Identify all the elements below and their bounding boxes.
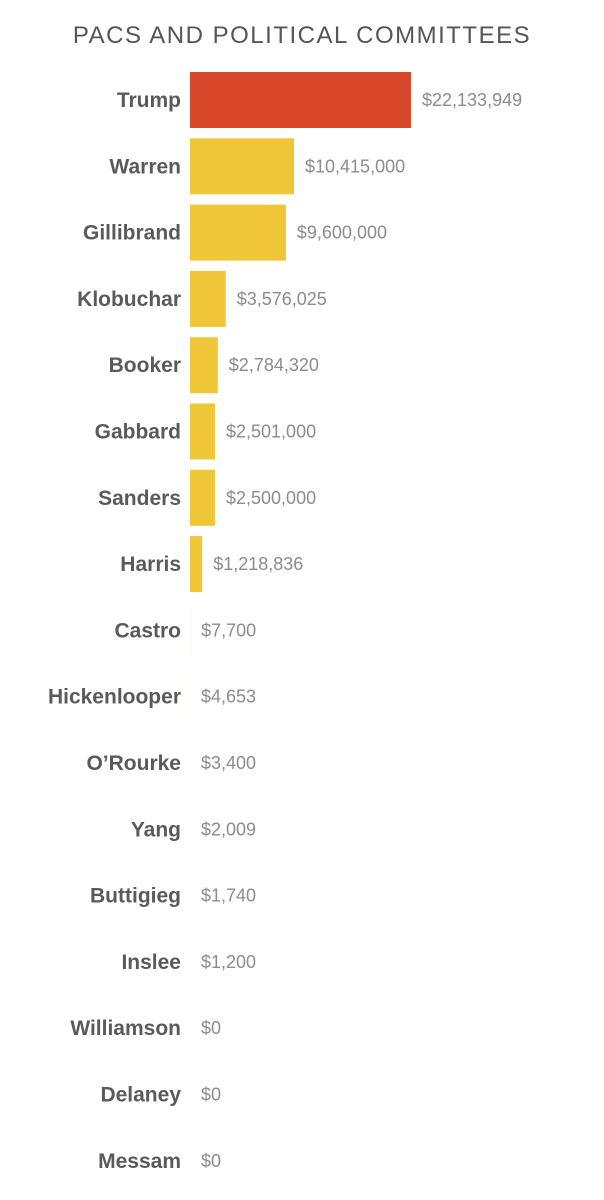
value-label-klobuchar: $3,576,025: [237, 289, 327, 309]
value-label-williamson: $0: [201, 1018, 221, 1038]
category-labels: Trump Warren Gillibrand Klobuchar Booker Gabb…: [48, 89, 181, 1173]
value-labels: $22,133,949 $10,415,000 $9,600,000 $3,576,0…: [201, 90, 522, 1171]
category-label-yang: Yang: [131, 818, 181, 841]
value-label-delaney: $0: [201, 1085, 221, 1105]
value-label-o-rourke: $3,400: [201, 753, 256, 773]
value-label-harris: $1,218,836: [213, 554, 303, 574]
category-label-gabbard: Gabbard: [95, 421, 181, 444]
category-label-harris: Harris: [120, 553, 181, 576]
category-label-booker: Booker: [109, 354, 181, 377]
value-label-gillibrand: $9,600,000: [297, 223, 387, 243]
value-label-hickenlooper: $4,653: [201, 687, 256, 707]
category-label-sanders: Sanders: [98, 487, 181, 510]
bar-booker: [190, 337, 218, 394]
category-label-warren: Warren: [109, 155, 181, 178]
bars-layer: [190, 72, 411, 990]
category-label-messam: Messam: [98, 1150, 181, 1173]
category-label-castro: Castro: [114, 619, 181, 642]
value-label-sanders: $2,500,000: [226, 488, 316, 508]
bar-gillibrand: [190, 204, 286, 261]
category-label-hickenlooper: Hickenlooper: [48, 686, 181, 709]
value-label-inslee: $1,200: [201, 952, 256, 972]
value-label-warren: $10,415,000: [305, 156, 405, 176]
category-label-delaney: Delaney: [100, 1084, 181, 1107]
chart-title: PACS AND POLITICAL COMMITTEES: [72, 22, 532, 49]
value-label-trump: $22,133,949: [422, 90, 522, 110]
category-label-klobuchar: Klobuchar: [77, 288, 181, 311]
bar-harris: [190, 536, 203, 593]
category-label-inslee: Inslee: [121, 951, 181, 974]
category-label-buttigieg: Buttigieg: [90, 885, 181, 908]
value-label-gabbard: $2,501,000: [226, 422, 316, 442]
category-label-trump: Trump: [117, 89, 181, 112]
category-label-williamson: Williamson: [70, 1017, 181, 1040]
bar-sanders: [190, 469, 215, 526]
bar-trump: [190, 72, 411, 128]
bar-gabbard: [190, 403, 215, 460]
value-label-yang: $2,009: [201, 819, 256, 839]
category-label-gillibrand: Gillibrand: [83, 222, 181, 245]
category-label-o-rourke: O’Rourke: [86, 752, 181, 775]
bar-klobuchar: [190, 270, 226, 327]
value-label-buttigieg: $1,740: [201, 886, 256, 906]
value-label-castro: $7,700: [201, 620, 256, 640]
value-label-booker: $2,784,320: [229, 355, 319, 375]
value-label-messam: $0: [201, 1151, 221, 1171]
bar-warren: [190, 138, 294, 195]
